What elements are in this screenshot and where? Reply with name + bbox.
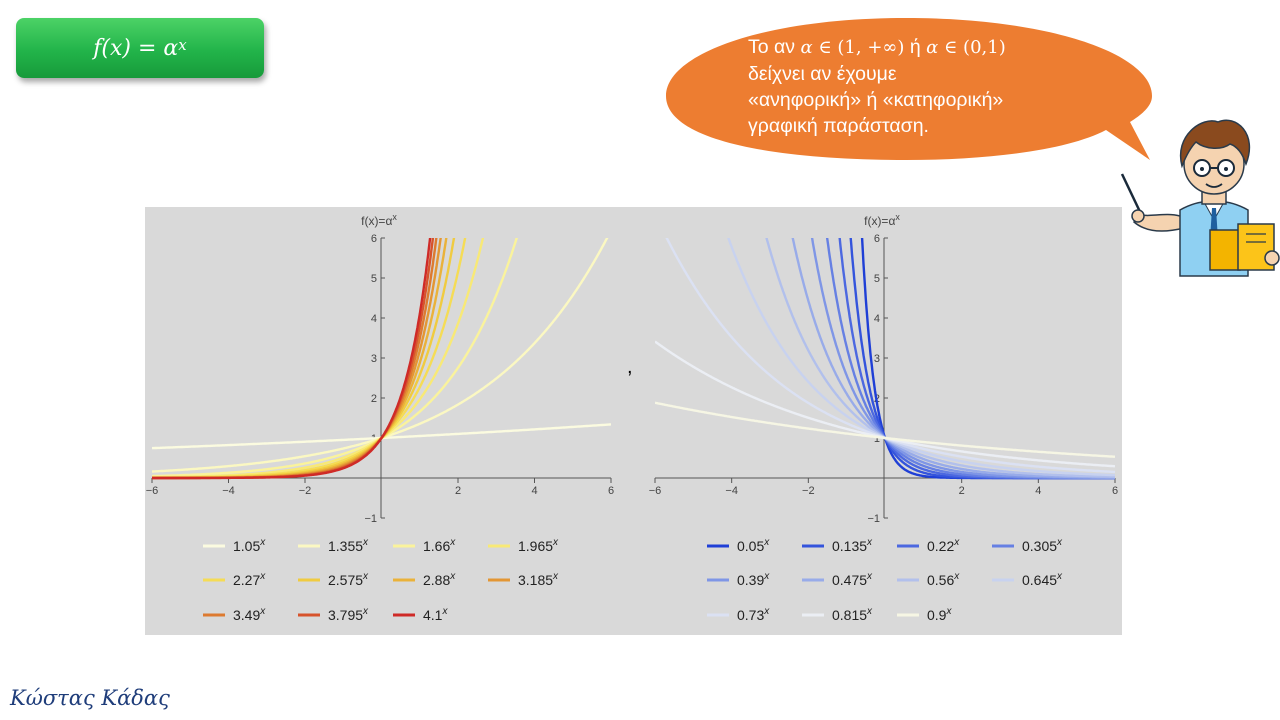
y-tick-label: 5 xyxy=(874,273,880,285)
y-tick-label: 6 xyxy=(874,233,880,245)
legend-label: 0.475x xyxy=(832,571,873,588)
y-tick-label: −1 xyxy=(867,513,880,525)
legend-label: 2.88x xyxy=(423,571,456,588)
y-axis-label: f(x)=αx xyxy=(361,212,397,228)
chart-separator: , xyxy=(627,356,633,378)
curves-group xyxy=(655,238,1115,480)
bubble-line-4: γραφική παράσταση. xyxy=(748,115,929,137)
teacher-with-book-icon xyxy=(1120,119,1280,277)
legend-label: 3.49x xyxy=(233,606,266,623)
x-tick-label: 6 xyxy=(608,485,614,497)
x-tick-label: 4 xyxy=(531,485,537,497)
legend-label: 0.305x xyxy=(1022,537,1063,554)
legend-label: 0.9x xyxy=(927,606,952,623)
x-tick-label: −4 xyxy=(222,485,235,497)
y-tick-label: 1 xyxy=(874,433,880,445)
legend-label: 0.73x xyxy=(737,606,770,623)
x-tick-label: −2 xyxy=(299,485,312,497)
y-tick-label: 3 xyxy=(371,353,377,365)
condition-decreasing: α ∈ (0,1) xyxy=(926,37,1006,58)
chart-panel: , −6 −4 −2 2 4 6 −1 1 2 3 4 5 6 f(x)=αx 1.05x 1.355x 1.6… xyxy=(145,207,1122,635)
y-tick-label: 5 xyxy=(371,273,377,285)
x-tick-label: 6 xyxy=(1112,485,1118,497)
speech-bubble-shape xyxy=(666,18,1152,160)
author-signature: Κώστας Κάδας xyxy=(10,686,170,710)
y-tick-label: 6 xyxy=(371,233,377,245)
y-tick-label: 4 xyxy=(874,313,880,325)
legend-label: 3.185x xyxy=(518,571,559,588)
speech-bubble-text: Το αν α ∈ (1, +∞) ή α ∈ (0,1) δείχνει αν… xyxy=(748,34,1078,139)
y-tick-label: 4 xyxy=(371,313,377,325)
bubble-line-3: «ανηφορική» ή «κατηφορική» xyxy=(748,89,1004,111)
legend-label: 0.39x xyxy=(737,571,770,588)
y-tick-label: −1 xyxy=(364,513,377,525)
x-tick-label: 4 xyxy=(1035,485,1041,497)
legend-label: 1.965x xyxy=(518,537,559,554)
bubble-line-1: Το αν α ∈ (1, +∞) ή α ∈ (0,1) xyxy=(748,36,1006,58)
formula-exponent: x xyxy=(178,36,187,54)
legend-label: 4.1x xyxy=(423,606,448,623)
legend-label: 0.135x xyxy=(832,537,873,554)
legend-label: 1.66x xyxy=(423,537,456,554)
chart-canvas: , −6 −4 −2 2 4 6 −1 1 2 3 4 5 6 f(x)=αx 1.05x 1.355x 1.6… xyxy=(146,212,1118,623)
formula-base: f(x) = α xyxy=(93,35,179,61)
legend-label: 1.355x xyxy=(328,537,369,554)
y-tick-label: 3 xyxy=(874,353,880,365)
legend-label: 0.22x xyxy=(927,537,960,554)
legend-label: 0.645x xyxy=(1022,571,1063,588)
x-tick-label: 2 xyxy=(455,485,461,497)
x-tick-label: −6 xyxy=(146,485,159,497)
x-tick-label: −6 xyxy=(649,485,662,497)
legend-label: 2.575x xyxy=(328,571,369,588)
series-line-0.815 xyxy=(655,340,1115,468)
legend-label: 1.05x xyxy=(233,537,266,554)
y-tick-label: 2 xyxy=(371,393,377,405)
x-tick-label: −2 xyxy=(802,485,815,497)
condition-increasing: α ∈ (1, +∞) xyxy=(800,37,905,58)
x-tick-label: 2 xyxy=(959,485,965,497)
series-line-0.73 xyxy=(665,238,1115,474)
legend-label: 0.815x xyxy=(832,606,873,623)
bubble-line-2: δείχνει αν έχουμε xyxy=(748,63,897,85)
legend-label: 3.795x xyxy=(328,606,369,623)
series-line-4.1 xyxy=(152,238,432,480)
series-line-0.9 xyxy=(655,401,1115,458)
x-tick-label: −4 xyxy=(725,485,738,497)
speech-bubble xyxy=(666,18,1152,160)
legend-label: 0.56x xyxy=(927,571,960,588)
y-axis-label: f(x)=αx xyxy=(864,212,900,228)
legend-label: 2.27x xyxy=(233,571,266,588)
curves-group xyxy=(152,238,611,480)
legend-label: 0.05x xyxy=(737,537,770,554)
